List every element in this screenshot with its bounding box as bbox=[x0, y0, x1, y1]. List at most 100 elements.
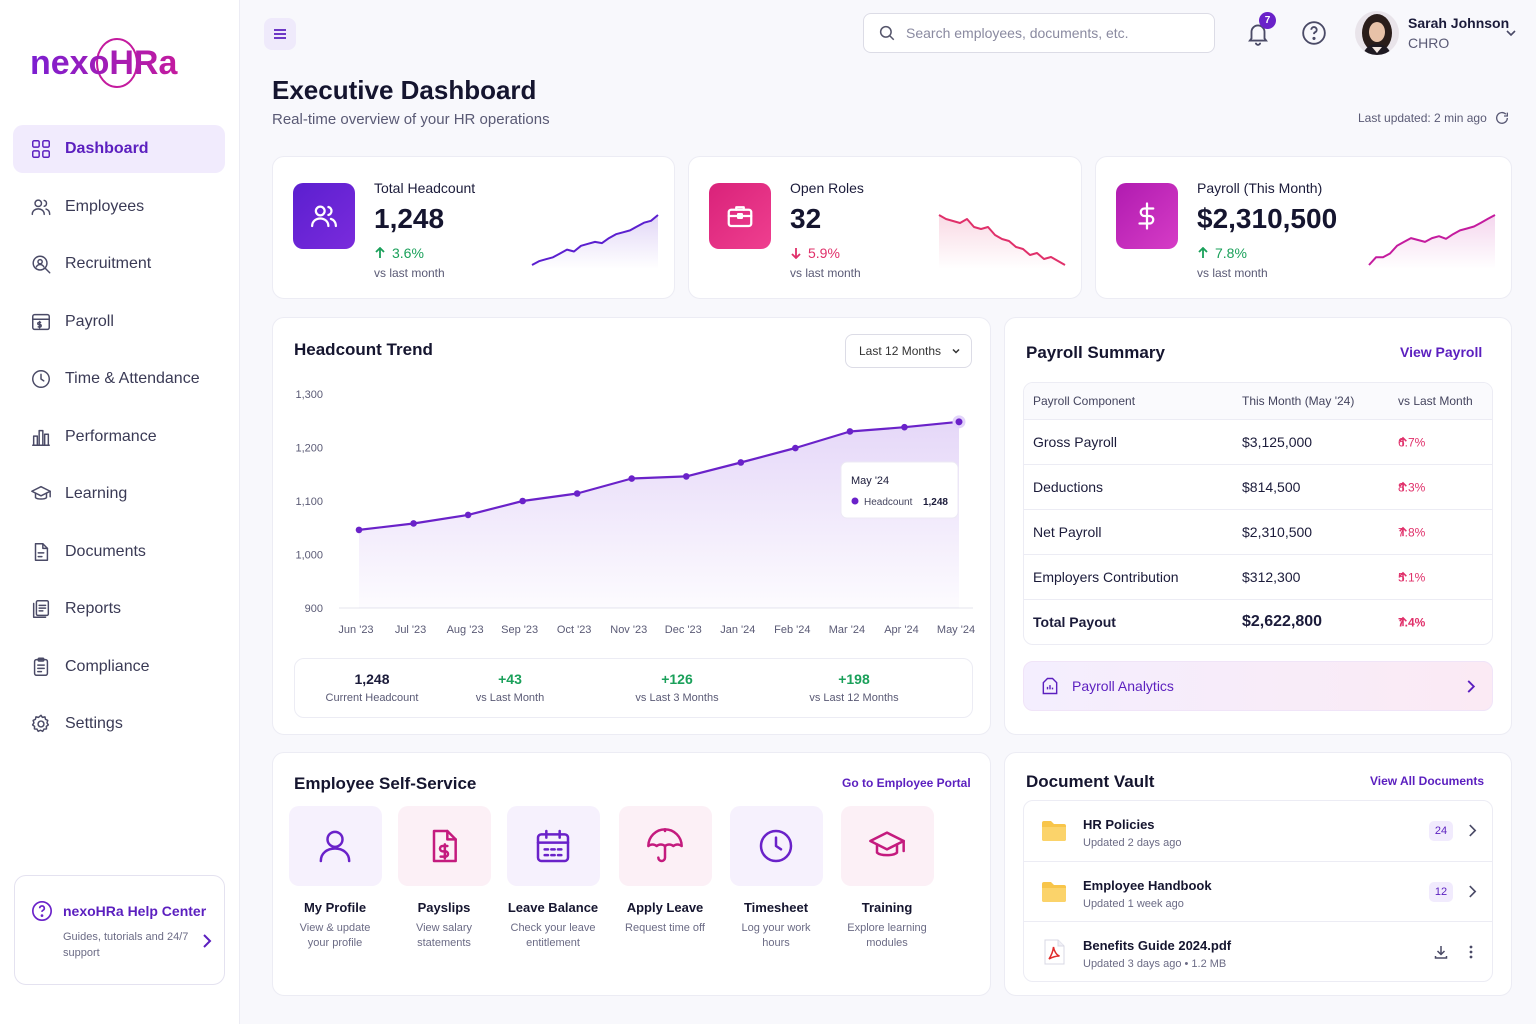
view-all-documents-link[interactable]: View All Documents bbox=[1370, 774, 1485, 788]
menu-toggle-button[interactable] bbox=[264, 18, 296, 50]
headcount-point bbox=[628, 475, 636, 482]
sidebar-item-learning[interactable]: Learning bbox=[13, 470, 225, 518]
table-row: Net Payroll $2,310,500 7.8% bbox=[1024, 509, 1492, 554]
self-service-leave-balance[interactable]: Leave Balance Check your leave entitlemen… bbox=[498, 806, 608, 951]
x-tick-label: Dec '23 bbox=[665, 624, 702, 636]
sidebar-item-reports[interactable]: Reports bbox=[13, 585, 225, 633]
sidebar-item-performance[interactable]: Performance bbox=[13, 413, 225, 461]
x-tick-label: Apr '24 bbox=[884, 624, 919, 636]
y-tick-label: 1,300 bbox=[295, 389, 323, 401]
stat-label: vs Last 12 Months bbox=[809, 692, 899, 704]
range-select[interactable]: Last 12 Months bbox=[845, 334, 972, 368]
self-service-apply-leave[interactable]: Apply Leave Request time off bbox=[610, 806, 720, 936]
self-service-my-profile[interactable]: My Profile View & update your profile bbox=[280, 806, 390, 951]
chevron-right-icon[interactable] bbox=[1468, 824, 1477, 837]
sidebar-item-documents[interactable]: Documents bbox=[13, 528, 225, 576]
sidebar-item-label: Payroll bbox=[65, 312, 114, 330]
headcount-trend-title: Headcount Trend bbox=[294, 340, 433, 359]
user-name[interactable]: Sarah Johnson bbox=[1408, 15, 1510, 31]
user-role: CHRO bbox=[1408, 35, 1450, 51]
sidebar-item-compliance[interactable]: Compliance bbox=[13, 643, 225, 691]
employee-portal-link[interactable]: Go to Employee Portal bbox=[842, 776, 971, 790]
sidebar-item-label: Time & Attendance bbox=[65, 370, 200, 387]
bar-chart-icon bbox=[30, 426, 52, 448]
sparkline-line bbox=[938, 214, 1066, 266]
sidebar-item-recruitment[interactable]: Recruitment bbox=[13, 240, 225, 288]
payroll-change-value: 7.8% bbox=[1398, 525, 1426, 539]
chevron-down-icon bbox=[952, 348, 960, 354]
x-tick-label: Jul '23 bbox=[395, 624, 426, 636]
tile-subtitle: Check your leave entitlement bbox=[510, 922, 596, 949]
document-row[interactable]: Employee Handbook Updated 1 week ago 12 bbox=[1024, 861, 1492, 921]
grid-icon bbox=[30, 138, 52, 160]
users-icon bbox=[30, 196, 52, 218]
payroll-change: 7.8% bbox=[1398, 525, 1425, 539]
x-tick-label: Oct '23 bbox=[557, 624, 592, 636]
clock-icon bbox=[729, 806, 823, 886]
headcount-stats: 1,248 Current Headcount +43 vs Last Month +1… bbox=[294, 658, 973, 718]
payroll-change: 6.7% bbox=[1398, 435, 1425, 449]
stat-value: 1,248 bbox=[354, 671, 390, 687]
page-subtitle: Real-time overview of your HR operations bbox=[272, 111, 550, 128]
folder-icon bbox=[1042, 882, 1066, 902]
headcount-point bbox=[410, 520, 417, 527]
payroll-analytics-button[interactable]: Payroll Analytics bbox=[1023, 661, 1493, 711]
kpi-change-value: 7.8% bbox=[1215, 245, 1247, 261]
sidebar-item-time-attendance[interactable]: Time & Attendance bbox=[13, 355, 225, 403]
help-center-card[interactable]: nexoHRa Help Center Guides, tutorials an… bbox=[14, 875, 225, 985]
sidebar-item-settings[interactable]: Settings bbox=[13, 700, 225, 748]
sidebar-item-employees[interactable]: Employees bbox=[13, 183, 225, 231]
document-list: HR Policies Updated 2 days ago 24 Employee … bbox=[1023, 800, 1493, 982]
help-circle-icon bbox=[32, 901, 52, 921]
payroll-summary-title: Payroll Summary bbox=[1026, 343, 1165, 362]
users-icon bbox=[293, 183, 355, 249]
payslip-icon bbox=[397, 806, 491, 886]
folder-icon bbox=[1042, 821, 1066, 841]
arrow-up-icon bbox=[1399, 526, 1407, 537]
search-input[interactable] bbox=[906, 25, 1196, 41]
x-tick-label: Feb '24 bbox=[774, 624, 810, 636]
document-row[interactable]: HR Policies Updated 2 days ago 24 bbox=[1024, 801, 1492, 861]
chart-tooltip: May '24 Headcount 1,248 bbox=[840, 461, 959, 519]
kpi-value: 32 bbox=[790, 203, 822, 234]
search-icon bbox=[879, 25, 895, 41]
self-service-training[interactable]: Training Explore learning modules bbox=[832, 806, 942, 951]
stat-label: vs Last Month bbox=[475, 692, 545, 704]
headcount-point bbox=[846, 428, 854, 435]
headcount-trend-card: Headcount Trend Last 12 Months 1,300 1,20… bbox=[272, 317, 991, 735]
self-service-timesheet[interactable]: Timesheet Log your work hours bbox=[721, 806, 831, 951]
user-avatar[interactable] bbox=[1355, 11, 1399, 55]
sidebar-item-payroll[interactable]: Payroll bbox=[13, 298, 225, 346]
payroll-total-label: Total Payout bbox=[1033, 614, 1116, 630]
search-user-icon bbox=[30, 253, 52, 275]
sidebar-item-label: Performance bbox=[65, 427, 157, 445]
sidebar-item-dashboard[interactable]: Dashboard bbox=[13, 125, 225, 173]
analytics-icon bbox=[1042, 677, 1058, 695]
chevron-down-icon[interactable] bbox=[1505, 27, 1517, 39]
tile-title: Apply Leave bbox=[626, 900, 704, 915]
document-row[interactable]: Benefits Guide 2024.pdf Updated 3 days ag… bbox=[1024, 921, 1492, 981]
kpi-value: 1,248 bbox=[374, 203, 445, 234]
brand-logo[interactable]: nexoHRa bbox=[30, 36, 210, 92]
global-search bbox=[863, 13, 1215, 53]
payroll-amount: $814,500 bbox=[1242, 479, 1301, 495]
kpi-card-total-headcount[interactable]: Total Headcount 1,248 3.6% vs last month bbox=[272, 156, 675, 299]
document-meta: Updated 1 week ago bbox=[1083, 898, 1184, 910]
chevron-right-icon[interactable] bbox=[1468, 885, 1477, 898]
view-payroll-link[interactable]: View Payroll bbox=[1400, 344, 1483, 360]
self-service-payslips[interactable]: Payslips View salary statements bbox=[389, 806, 499, 951]
help-icon[interactable] bbox=[1301, 20, 1327, 46]
headcount-point bbox=[573, 490, 581, 497]
sparkline-line bbox=[1368, 214, 1496, 266]
refresh-icon[interactable] bbox=[1494, 110, 1510, 126]
kpi-card-payroll-this-month[interactable]: Payroll (This Month) $2,310,500 7.8% vs las… bbox=[1095, 156, 1512, 299]
x-tick-label: Nov '23 bbox=[610, 624, 647, 636]
download-icon[interactable] bbox=[1433, 944, 1449, 960]
kpi-card-open-roles[interactable]: Open Roles 32 5.9% vs last month bbox=[688, 156, 1082, 299]
headcount-stat: 1,248 Current Headcount bbox=[297, 671, 447, 704]
more-vertical-icon[interactable] bbox=[1468, 944, 1474, 960]
reports-icon bbox=[30, 598, 52, 620]
hamburger-icon bbox=[274, 29, 286, 39]
help-center-subtitle: Guides, tutorials and 24/7 support bbox=[63, 931, 189, 959]
kpi-change-value: 3.6% bbox=[392, 245, 424, 261]
